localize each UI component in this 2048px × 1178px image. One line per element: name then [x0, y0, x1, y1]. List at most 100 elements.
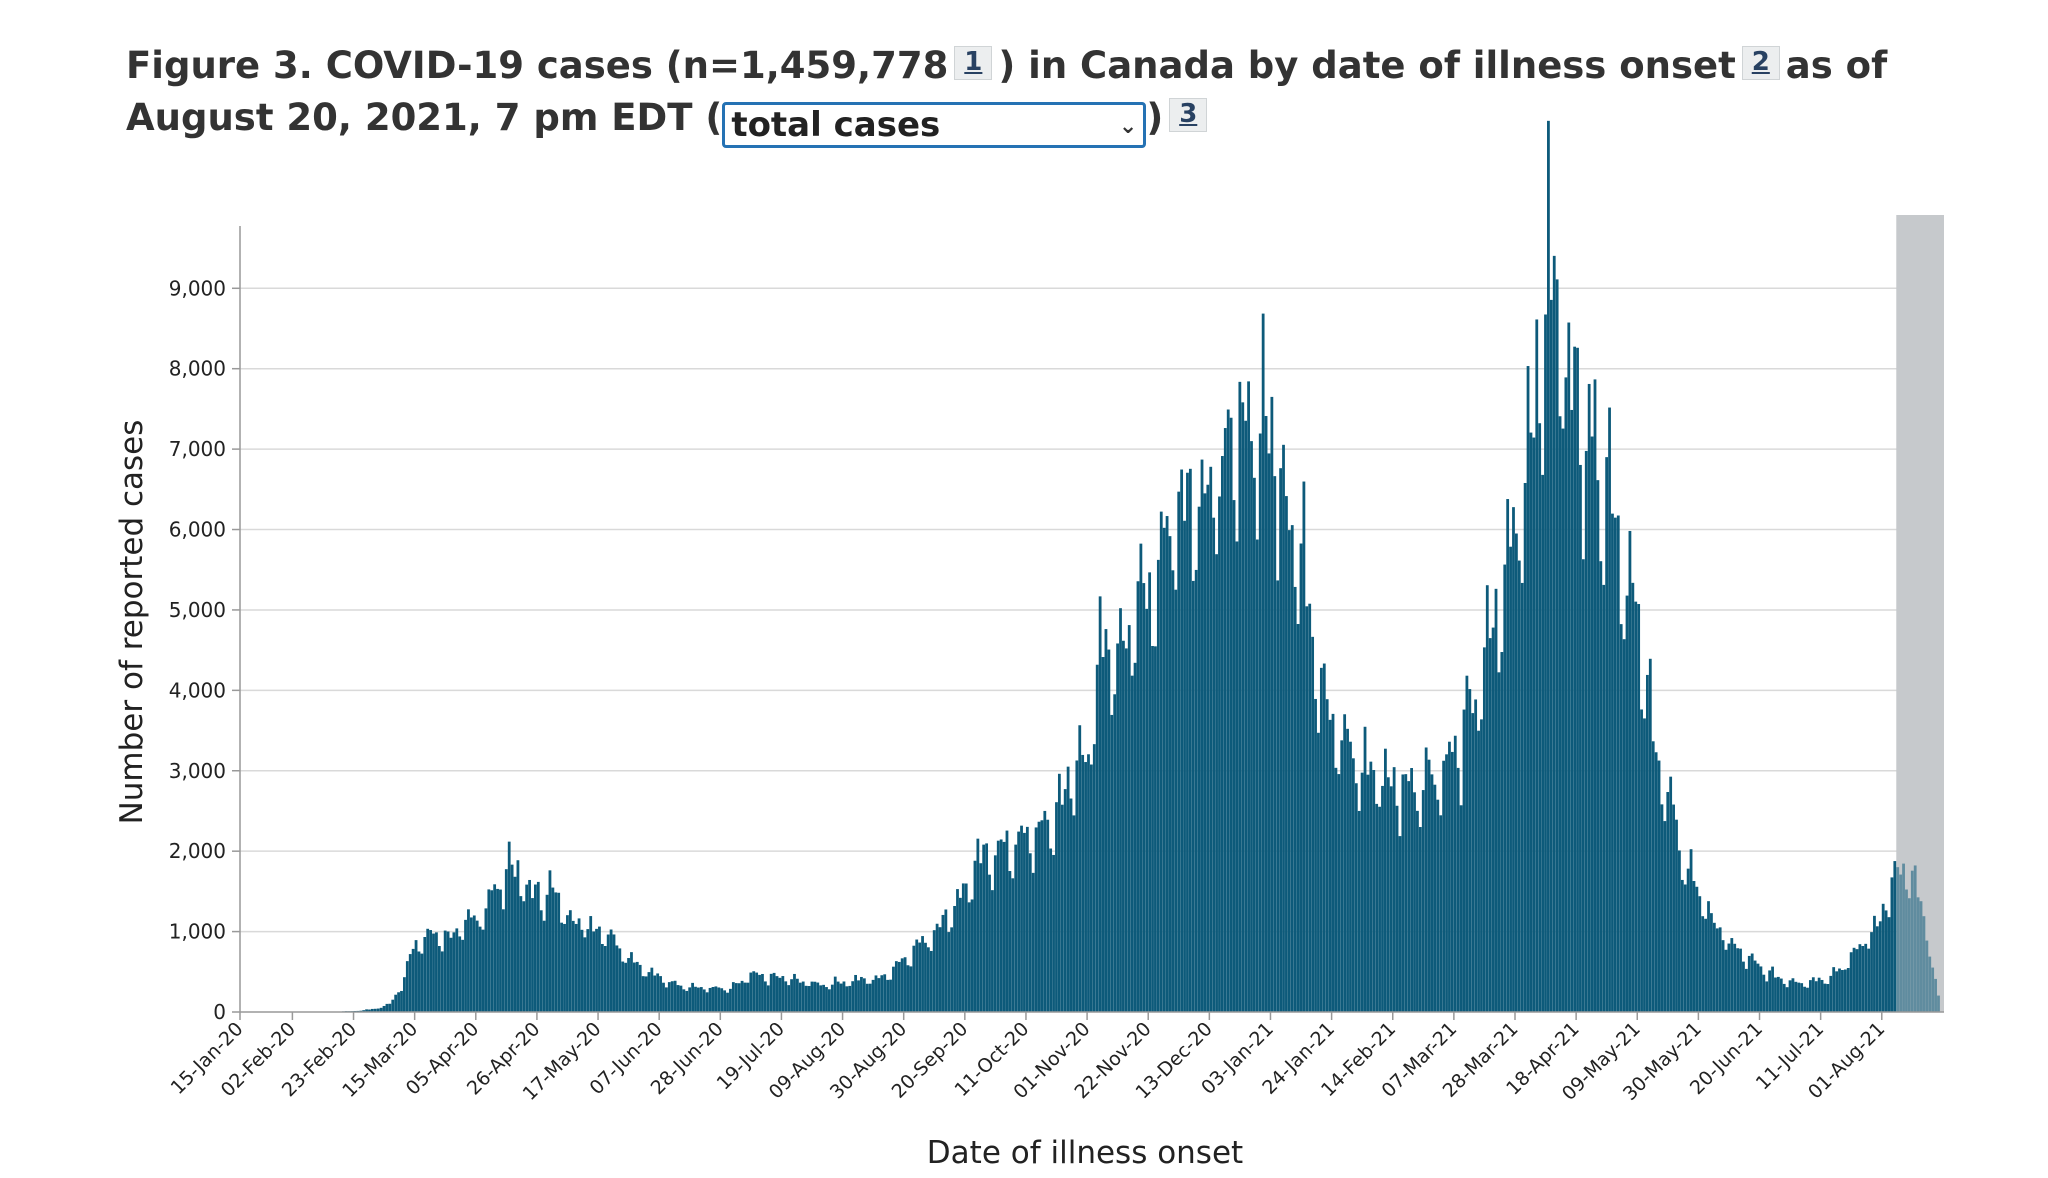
- bar: [417, 951, 421, 1012]
- bar: [665, 987, 668, 1012]
- bar: [554, 892, 558, 1012]
- bar: [1098, 596, 1102, 1012]
- bar: [1515, 533, 1518, 1012]
- bar: [734, 983, 738, 1012]
- bar: [1325, 699, 1329, 1012]
- bar: [429, 930, 432, 1012]
- bar: [490, 890, 494, 1012]
- bar: [982, 844, 986, 1012]
- bar: [548, 870, 552, 1012]
- bar: [1771, 966, 1774, 1012]
- footnote-link-3[interactable]: 3: [1169, 98, 1208, 132]
- bar: [1899, 874, 1903, 1012]
- bar: [1177, 491, 1181, 1012]
- y-tick-label: 8,000: [169, 357, 226, 381]
- bar: [1136, 581, 1140, 1012]
- bar: [635, 961, 639, 1012]
- bar: [1445, 754, 1448, 1012]
- bar: [1774, 977, 1777, 1012]
- footnote-link-2[interactable]: 2: [1741, 46, 1780, 80]
- bar: [1570, 409, 1574, 1013]
- bar: [592, 931, 596, 1012]
- title-text-3: as of August 20, 2021, 7 pm EDT (: [126, 44, 1888, 139]
- bar: [1107, 649, 1111, 1012]
- bar: [1206, 484, 1210, 1012]
- bar: [1692, 881, 1696, 1012]
- bar: [1785, 987, 1789, 1012]
- bar: [1063, 789, 1067, 1012]
- bar: [449, 937, 453, 1012]
- figure-title: Figure 3. COVID-19 cases (n=1,459,778 1) …: [126, 40, 1946, 148]
- bar: [737, 983, 741, 1012]
- bar: [1453, 735, 1457, 1012]
- bar: [1154, 646, 1157, 1012]
- title-text-4: ): [1146, 96, 1164, 139]
- bar: [1526, 366, 1530, 1012]
- bar: [868, 983, 872, 1012]
- bar: [1715, 928, 1719, 1012]
- bar: [528, 879, 531, 1012]
- bar: [1485, 585, 1489, 1012]
- bar: [1293, 586, 1297, 1012]
- bar: [516, 860, 520, 1012]
- bar: [1244, 420, 1248, 1012]
- bar: [1567, 322, 1571, 1012]
- bar: [813, 981, 817, 1012]
- bar: [1529, 432, 1533, 1013]
- bar: [1040, 820, 1044, 1012]
- bar: [1576, 347, 1579, 1012]
- bar: [685, 990, 689, 1012]
- bar: [1218, 496, 1221, 1012]
- bar: [897, 961, 901, 1012]
- shade-overlay: [1896, 215, 1944, 1012]
- bar: [624, 962, 628, 1012]
- bar: [889, 979, 892, 1012]
- bar: [1593, 379, 1597, 1012]
- bar: [566, 915, 569, 1012]
- bar: [472, 915, 476, 1012]
- bar: [1870, 932, 1873, 1012]
- bar: [1852, 947, 1856, 1012]
- bar: [1145, 608, 1149, 1012]
- bar: [571, 920, 575, 1012]
- bar: [1517, 560, 1521, 1012]
- bar: [1410, 768, 1413, 1012]
- shaded-overlay: [1896, 215, 1944, 1012]
- y-tick-label: 2,000: [169, 839, 226, 863]
- bar: [1605, 457, 1609, 1012]
- bar: [836, 981, 840, 1012]
- bar: [397, 992, 400, 1012]
- bar: [912, 945, 916, 1012]
- footnote-link-1[interactable]: 1: [954, 46, 993, 80]
- bar: [1695, 886, 1699, 1012]
- bar: [1683, 884, 1687, 1012]
- bar: [929, 950, 933, 1012]
- bar: [857, 980, 860, 1012]
- bar: [1456, 767, 1460, 1012]
- bar: [938, 927, 942, 1012]
- bar: [790, 979, 793, 1012]
- case-type-select[interactable]: total cases ⌄: [722, 102, 1147, 148]
- bar: [1712, 922, 1716, 1012]
- bar: [1616, 515, 1620, 1012]
- bar: [988, 874, 991, 1012]
- bar: [985, 843, 988, 1012]
- bar: [1779, 978, 1783, 1012]
- y-tick-label: 0: [213, 1000, 226, 1024]
- bar: [1028, 853, 1032, 1012]
- bar: [1552, 255, 1556, 1012]
- bar: [1113, 694, 1117, 1012]
- bar: [638, 964, 642, 1012]
- bar: [446, 931, 450, 1012]
- bar: [795, 978, 799, 1012]
- bar: [487, 889, 491, 1012]
- bar: [1424, 747, 1428, 1012]
- bar: [892, 966, 895, 1012]
- bar: [1194, 569, 1198, 1012]
- bar: [1561, 428, 1565, 1013]
- bar: [807, 986, 811, 1012]
- bar: [1276, 580, 1280, 1012]
- bar: [368, 1009, 371, 1012]
- bar: [1151, 646, 1154, 1012]
- bar: [1875, 926, 1879, 1012]
